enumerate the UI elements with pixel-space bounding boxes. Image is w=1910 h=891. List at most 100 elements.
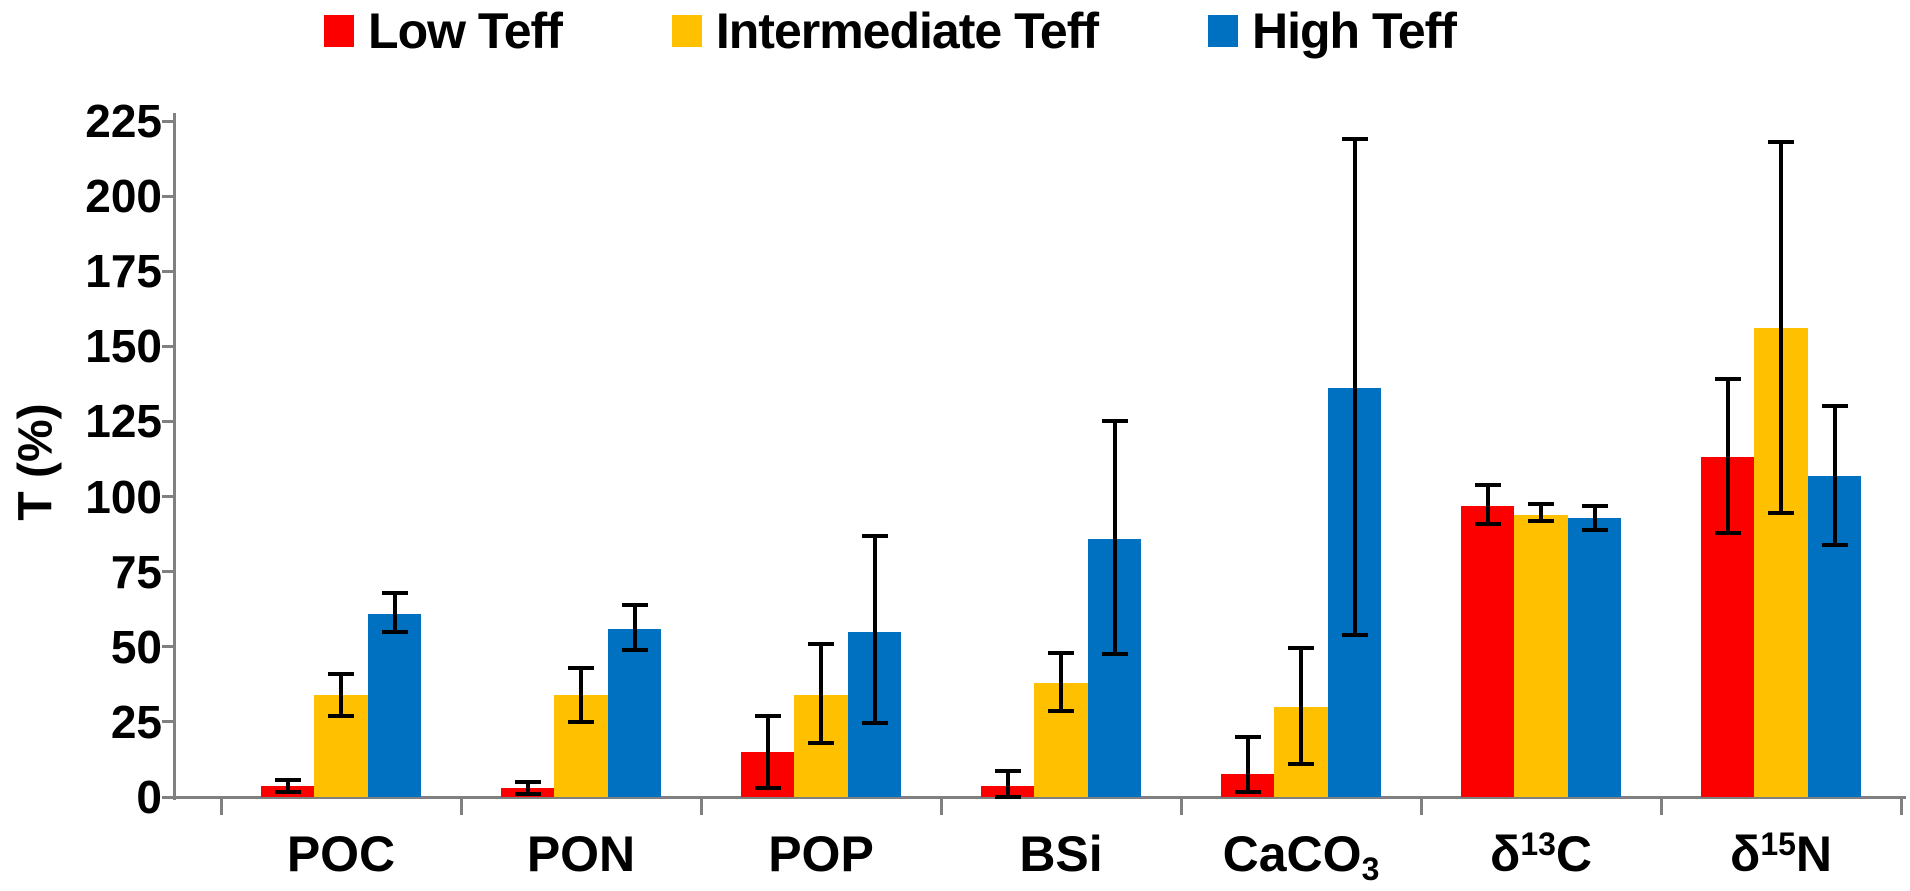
error-bar: [285, 780, 290, 793]
x-tick-label-part: CaCO: [1222, 826, 1362, 882]
y-tick-label: 100: [85, 470, 162, 523]
error-bar-cap-bottom: [861, 721, 888, 726]
y-tick: [162, 570, 173, 574]
y-tick: [162, 419, 173, 423]
legend-item-low-teff: Low Teff: [324, 2, 563, 60]
error-bar-cap-bottom: [1821, 542, 1848, 547]
error-bar-cap-bottom: [808, 740, 834, 745]
x-tick: [1659, 798, 1663, 815]
y-axis-line: [173, 113, 176, 800]
x-tick-label-part: C: [1555, 826, 1593, 882]
x-tick-label: POC: [221, 826, 461, 882]
error-bar: [1832, 406, 1837, 545]
error-bar: [339, 673, 343, 716]
error-bar-cap-top: [621, 602, 648, 607]
bar: [367, 613, 422, 797]
error-bar-cap-top: [1714, 377, 1741, 382]
error-bar: [1539, 504, 1543, 521]
error-bar-cap-top: [568, 665, 594, 670]
y-tick: [162, 194, 173, 198]
legend-swatch-intermediate-teff: [671, 15, 702, 47]
error-bar-cap-top: [861, 533, 888, 538]
y-tick-label: 0: [136, 771, 162, 823]
bar: [1567, 517, 1622, 797]
bar: [1514, 514, 1568, 797]
x-tick-label-part: 3: [1361, 850, 1380, 887]
error-bar-cap-top: [1528, 502, 1554, 507]
x-tick-label-part: POC: [286, 826, 396, 882]
error-bar-cap-bottom: [1341, 632, 1368, 637]
y-tick: [162, 720, 173, 724]
error-bar-cap-top: [1234, 734, 1261, 739]
error-bar-cap-top: [1581, 503, 1608, 508]
error-bar-cap-top: [381, 590, 408, 595]
error-bar-cap-bottom: [1528, 518, 1554, 523]
legend-swatch-high-teff: [1208, 15, 1239, 47]
error-bar: [1779, 142, 1783, 514]
x-tick: [459, 798, 463, 815]
x-tick-label-part: δ: [1489, 826, 1521, 882]
error-bar: [1059, 652, 1063, 712]
legend-swatch-low-teff: [324, 15, 355, 47]
x-tick-label-part: BSi: [1019, 826, 1103, 882]
error-bar-cap-top: [1341, 137, 1368, 142]
error-bar: [765, 715, 770, 788]
error-bar: [872, 535, 877, 724]
x-tick-label-part: δ: [1729, 826, 1761, 882]
error-bar-cap-bottom: [1234, 790, 1261, 795]
error-bar-cap-bottom: [1768, 511, 1794, 516]
y-tick-label: 150: [85, 320, 162, 373]
error-bar-cap-top: [1288, 646, 1314, 651]
error-bar-cap-top: [808, 641, 834, 646]
y-tick-label: 75: [110, 545, 162, 598]
error-bar: [632, 604, 637, 650]
legend-item-intermediate-teff: Intermediate Teff: [671, 2, 1099, 60]
error-bar: [392, 592, 397, 632]
error-bar-cap-bottom: [1474, 521, 1501, 526]
error-bar: [1592, 505, 1597, 530]
legend: Low Teff Intermediate Teff High Teff: [0, 2, 1845, 60]
error-bar-cap-top: [754, 713, 781, 718]
y-tick: [162, 795, 173, 799]
x-tick-label: CaCO3: [1181, 826, 1421, 888]
error-bar: [1352, 139, 1357, 635]
x-tick-label-part: 15: [1760, 826, 1796, 862]
error-bar-cap-bottom: [568, 719, 594, 724]
x-tick-label-part: POP: [768, 826, 874, 882]
error-bar-cap-bottom: [1581, 527, 1608, 532]
x-tick: [1419, 798, 1423, 815]
legend-label-low-teff: Low Teff: [368, 3, 563, 59]
error-bar-cap-top: [274, 778, 301, 783]
x-tick: [1899, 798, 1903, 815]
error-bar-cap-bottom: [1288, 761, 1314, 766]
error-bar-cap-bottom: [1714, 530, 1741, 535]
error-bar-cap-bottom: [381, 629, 408, 634]
error-bar-cap-top: [1768, 140, 1794, 145]
error-bar-cap-bottom: [621, 647, 648, 652]
y-tick: [162, 269, 173, 273]
y-tick-label: 175: [85, 245, 162, 298]
error-bar-cap-bottom: [1048, 709, 1074, 714]
error-bar-cap-top: [1101, 419, 1128, 424]
y-tick: [162, 645, 173, 649]
y-tick-label: 25: [110, 695, 162, 748]
x-tick: [939, 798, 943, 815]
error-bar-cap-top: [1474, 482, 1501, 487]
error-bar-cap-top: [994, 769, 1021, 774]
error-bar-cap-top: [328, 671, 354, 676]
error-bar: [1112, 421, 1117, 655]
error-bar-cap-top: [514, 779, 541, 784]
x-tick-label-part: PON: [526, 826, 636, 882]
y-tick: [162, 344, 173, 348]
x-tick-label: BSi: [941, 826, 1181, 882]
y-tick-label: 125: [85, 395, 162, 448]
error-bar-cap-bottom: [1101, 652, 1128, 657]
legend-item-high-teff: High Teff: [1208, 2, 1457, 60]
x-tick: [699, 798, 703, 815]
error-bar-cap-top: [1048, 650, 1074, 655]
x-tick-label-part: N: [1795, 826, 1833, 882]
y-tick-label: 225: [85, 95, 162, 147]
y-tick-label: 50: [110, 620, 162, 673]
error-bar: [1005, 771, 1010, 797]
y-tick: [162, 495, 173, 499]
